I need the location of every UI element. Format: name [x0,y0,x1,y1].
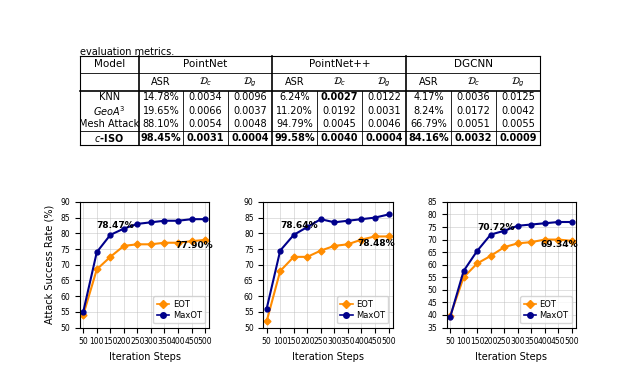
Text: 0.0027: 0.0027 [321,92,358,102]
Text: 0.0040: 0.0040 [321,133,358,143]
Text: 88.10%: 88.10% [143,119,179,130]
Text: 84.16%: 84.16% [408,133,449,143]
Text: DGCNN: DGCNN [454,60,493,70]
Text: 99.58%: 99.58% [275,133,315,143]
Text: Mesh Attack: Mesh Attack [79,119,140,130]
Text: 0.0054: 0.0054 [189,119,222,130]
Text: KNN: KNN [99,92,120,102]
Text: 6.24%: 6.24% [280,92,310,102]
Text: 4.17%: 4.17% [413,92,444,102]
Text: 19.65%: 19.65% [143,106,179,116]
Text: 0.0048: 0.0048 [234,119,267,130]
Text: evaluation metrics.: evaluation metrics. [80,47,174,57]
Text: $c$-ISO: $c$-ISO [94,132,124,144]
Text: 66.79%: 66.79% [410,119,447,130]
Text: PointNet++: PointNet++ [308,60,370,70]
Text: 0.0031: 0.0031 [367,106,401,116]
Legend: EOT, MaxOT: EOT, MaxOT [337,296,388,323]
Text: 0.0096: 0.0096 [234,92,267,102]
Text: $\mathcal{D}_c$: $\mathcal{D}_c$ [467,75,480,88]
Legend: EOT, MaxOT: EOT, MaxOT [520,296,572,323]
Text: ASR: ASR [285,77,305,87]
Text: 8.24%: 8.24% [413,106,444,116]
Text: 94.79%: 94.79% [276,119,313,130]
Text: 0.0055: 0.0055 [501,119,535,130]
X-axis label: Iteration Steps: Iteration Steps [476,352,547,362]
Text: 69.34%: 69.34% [541,240,579,249]
Text: 14.78%: 14.78% [143,92,179,102]
Text: $\mathcal{D}_g$: $\mathcal{D}_g$ [377,75,391,89]
Text: 0.0051: 0.0051 [456,119,490,130]
Y-axis label: Attack Success Rate (%): Attack Success Rate (%) [45,205,55,324]
Text: 78.64%: 78.64% [280,221,318,230]
Text: 0.0031: 0.0031 [187,133,224,143]
Text: $\mathcal{D}_g$: $\mathcal{D}_g$ [243,75,257,89]
Text: 0.0122: 0.0122 [367,92,401,102]
X-axis label: Iteration Steps: Iteration Steps [109,352,180,362]
Text: 0.0046: 0.0046 [367,119,401,130]
Text: 0.0037: 0.0037 [233,106,267,116]
Text: $\mathcal{D}_c$: $\mathcal{D}_c$ [198,75,212,88]
Legend: EOT, MaxOT: EOT, MaxOT [154,296,205,323]
Text: 0.0004: 0.0004 [365,133,403,143]
Text: 0.0066: 0.0066 [189,106,222,116]
Text: 78.48%: 78.48% [357,239,395,248]
Text: 11.20%: 11.20% [276,106,313,116]
Text: 70.72%: 70.72% [477,223,515,232]
Text: 98.45%: 98.45% [141,133,181,143]
Text: 77.90%: 77.90% [175,241,213,250]
Text: 0.0042: 0.0042 [501,106,535,116]
Text: 0.0034: 0.0034 [189,92,222,102]
Text: ASR: ASR [419,77,438,87]
Text: ASR: ASR [151,77,171,87]
Text: $GeoA^3$: $GeoA^3$ [93,104,125,118]
Text: 0.0172: 0.0172 [456,106,490,116]
X-axis label: Iteration Steps: Iteration Steps [292,352,364,362]
Text: 78.47%: 78.47% [97,221,134,230]
Text: 0.0032: 0.0032 [454,133,492,143]
Text: 0.0192: 0.0192 [323,106,356,116]
Text: 0.0009: 0.0009 [499,133,537,143]
Text: Model: Model [93,60,125,70]
Text: 0.0125: 0.0125 [501,92,535,102]
Text: 0.0045: 0.0045 [323,119,356,130]
Text: PointNet: PointNet [184,60,228,70]
Text: 0.0004: 0.0004 [232,133,269,143]
Text: $\mathcal{D}_c$: $\mathcal{D}_c$ [333,75,346,88]
Text: 0.0036: 0.0036 [456,92,490,102]
Text: $\mathcal{D}_g$: $\mathcal{D}_g$ [511,75,525,89]
